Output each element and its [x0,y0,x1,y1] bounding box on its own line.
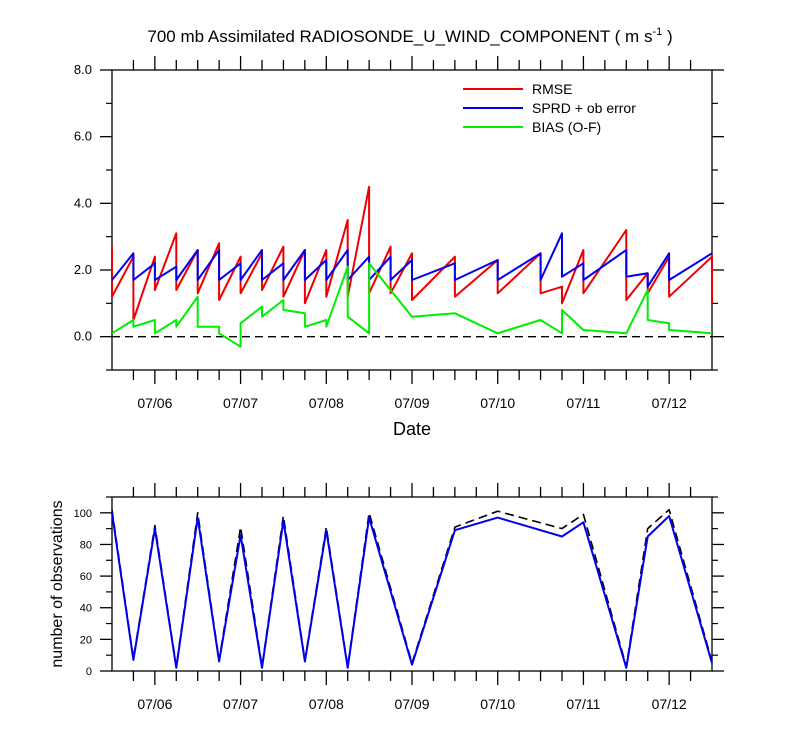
top-series-group [111,185,713,348]
y-tick-label: 100 [74,508,92,520]
legend: RMSE SPRD + ob error BIAS (O-F) [463,81,636,135]
y-tick-label: 80 [80,539,92,551]
x-tick-label: 07/11 [566,696,600,712]
x-tick-label: 07/11 [566,395,600,411]
x-tick-label: 07/10 [480,395,515,411]
x-tick-label: 07/09 [394,395,429,411]
bottom-tick-group: 07/06 07/07 07/08 07/09 07/10 07/11 07/12 0 20 40… [74,483,724,712]
series-line-sprd-ob-error [111,232,713,288]
chart-title: 700 mb Assimilated RADIOSONDE_U_WIND_COM… [147,26,672,46]
y-tick-label: 8.0 [74,62,92,77]
bottom-chart: 07/06 07/07 07/08 07/09 07/10 07/11 07/12 0 20 40… [49,483,724,712]
top-tick-group: 07/06 07/07 07/08 07/09 07/10 07/11 07/12 0.0 2.… [74,56,724,411]
bottom-plot-frame [111,496,713,672]
y-tick-label: 20 [80,634,92,646]
x-tick-label: 07/07 [223,696,258,712]
y-tick-label: 60 [80,571,92,583]
x-tick-label: 07/09 [394,696,429,712]
legend-label: SPRD + ob error [532,100,636,116]
top-chart: 700 mb Assimilated RADIOSONDE_U_WIND_COM… [74,26,724,439]
x-tick-label: 07/12 [652,696,687,712]
legend-label: BIAS (O-F) [532,119,601,135]
x-tick-label: 07/08 [309,696,344,712]
y-tick-label: 6.0 [74,129,92,144]
series-line-bias-o-f [111,262,713,348]
y-tick-label: 2.0 [74,262,92,277]
x-tick-label: 07/12 [652,395,687,411]
bottom-series-group [111,508,713,669]
y-tick-label: 40 [80,603,92,615]
y-tick-label: 4.0 [74,195,92,210]
series-line-possible [111,508,713,668]
x-tick-label: 07/10 [480,696,515,712]
legend-label: RMSE [532,81,572,97]
y-tick-label: 0 [86,666,92,678]
y-tick-label: 0.0 [74,329,92,344]
series-line-used [111,512,713,669]
y-axis-label: number of observations [49,500,66,667]
x-tick-label: 07/06 [137,696,172,712]
x-tick-label: 07/06 [137,395,172,411]
x-tick-label: 07/08 [309,395,344,411]
x-axis-label: Date [393,419,431,439]
x-tick-label: 07/07 [223,395,258,411]
